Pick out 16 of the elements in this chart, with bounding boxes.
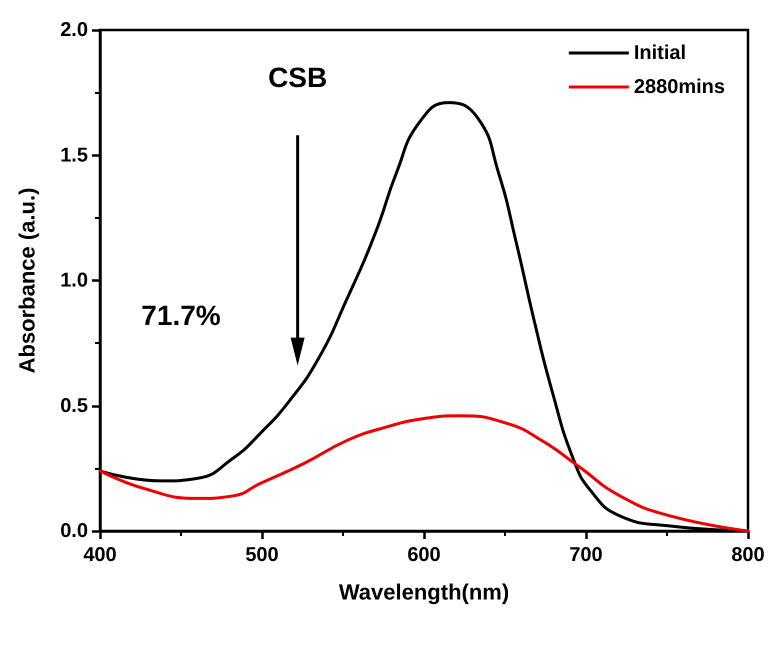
x-axis-title: Wavelength(nm) — [338, 580, 510, 604]
y-tick-label: 0.5 — [60, 394, 88, 417]
x-tick-label: 600 — [407, 544, 441, 566]
x-tick-label: 800 — [731, 544, 765, 566]
legend-label: 2880mins — [634, 76, 725, 98]
annotation: CSB — [268, 62, 328, 94]
y-tick-label: 2.0 — [60, 19, 88, 41]
x-tick-label: 400 — [83, 544, 117, 566]
y-tick-label: 1.5 — [60, 144, 88, 166]
x-tick-label: 500 — [245, 544, 279, 566]
annotation: 71.7% — [141, 300, 221, 332]
y-tick-label: 1.0 — [60, 270, 88, 292]
y-axis-title: Absorbance (a.u.) — [14, 188, 40, 374]
x-tick-label: 700 — [569, 544, 603, 566]
y-tick-label: 0.0 — [60, 520, 88, 542]
legend-label: Initial — [634, 42, 686, 64]
